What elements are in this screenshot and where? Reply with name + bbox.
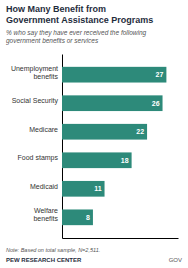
bar bbox=[62, 67, 166, 83]
title: How Many Benefit fromGovernment Assistan… bbox=[6, 4, 153, 25]
data-label: 11 bbox=[94, 185, 102, 192]
data-label: 18 bbox=[121, 157, 129, 164]
tick: Food stamps bbox=[18, 154, 62, 162]
text-line: Welfare bbox=[34, 207, 58, 214]
tick: Social Security bbox=[12, 97, 62, 105]
chart: How Many Benefit fromGovernment Assistan… bbox=[0, 0, 188, 268]
annotation: Note: Based on total sample, N=2,511. bbox=[6, 247, 100, 253]
tick-label: Social Security bbox=[12, 97, 59, 105]
tick: Welfarebenefits bbox=[33, 207, 62, 222]
text-line: Food stamps bbox=[18, 154, 59, 162]
text-line: How Many Benefit from bbox=[6, 4, 106, 14]
annotation: GOV bbox=[169, 257, 182, 263]
text-line: benefits bbox=[33, 215, 58, 222]
y-axis: WelfarebenefitsMedicaidFood stampsMedica… bbox=[11, 55, 63, 239]
data-label: 8 bbox=[86, 214, 90, 221]
bar bbox=[62, 181, 105, 197]
text-line: Unemployment bbox=[11, 65, 58, 73]
text-line: Government Assistance Programs bbox=[6, 15, 153, 25]
text-line: government benefits or services bbox=[6, 37, 99, 45]
data-label: 27 bbox=[156, 71, 164, 78]
bars bbox=[62, 67, 166, 225]
tick-label: Medicaid bbox=[30, 183, 58, 190]
text-line: benefits bbox=[33, 73, 58, 80]
bar bbox=[62, 124, 147, 140]
tick-label: Welfarebenefits bbox=[33, 207, 58, 222]
data-label: 26 bbox=[152, 100, 160, 107]
tick-label: Food stamps bbox=[18, 154, 59, 162]
tick-label: Unemploymentbenefits bbox=[11, 65, 59, 80]
text-line: Medicaid bbox=[30, 183, 58, 190]
text-line: Medicare bbox=[29, 126, 58, 133]
data-labels: 8 11 18 22 26 27 bbox=[86, 71, 163, 221]
plot: WelfarebenefitsMedicaidFood stampsMedica… bbox=[11, 55, 179, 239]
bar bbox=[62, 152, 132, 168]
bar bbox=[62, 95, 163, 111]
data-label: 22 bbox=[136, 128, 144, 135]
tick: Medicare bbox=[29, 126, 62, 133]
tick: Unemploymentbenefits bbox=[11, 65, 62, 80]
annotation: PEW RESEARCH CENTER bbox=[6, 257, 82, 263]
bar bbox=[62, 209, 93, 225]
text-line: % who say they have ever received the fo… bbox=[6, 29, 147, 37]
subtitle: % who say they have ever received the fo… bbox=[6, 29, 147, 45]
tick-label: Medicare bbox=[29, 126, 58, 133]
text-line: Social Security bbox=[12, 97, 59, 105]
axis-line bbox=[63, 238, 179, 239]
x-axis bbox=[63, 238, 179, 239]
tick: Medicaid bbox=[30, 183, 62, 190]
